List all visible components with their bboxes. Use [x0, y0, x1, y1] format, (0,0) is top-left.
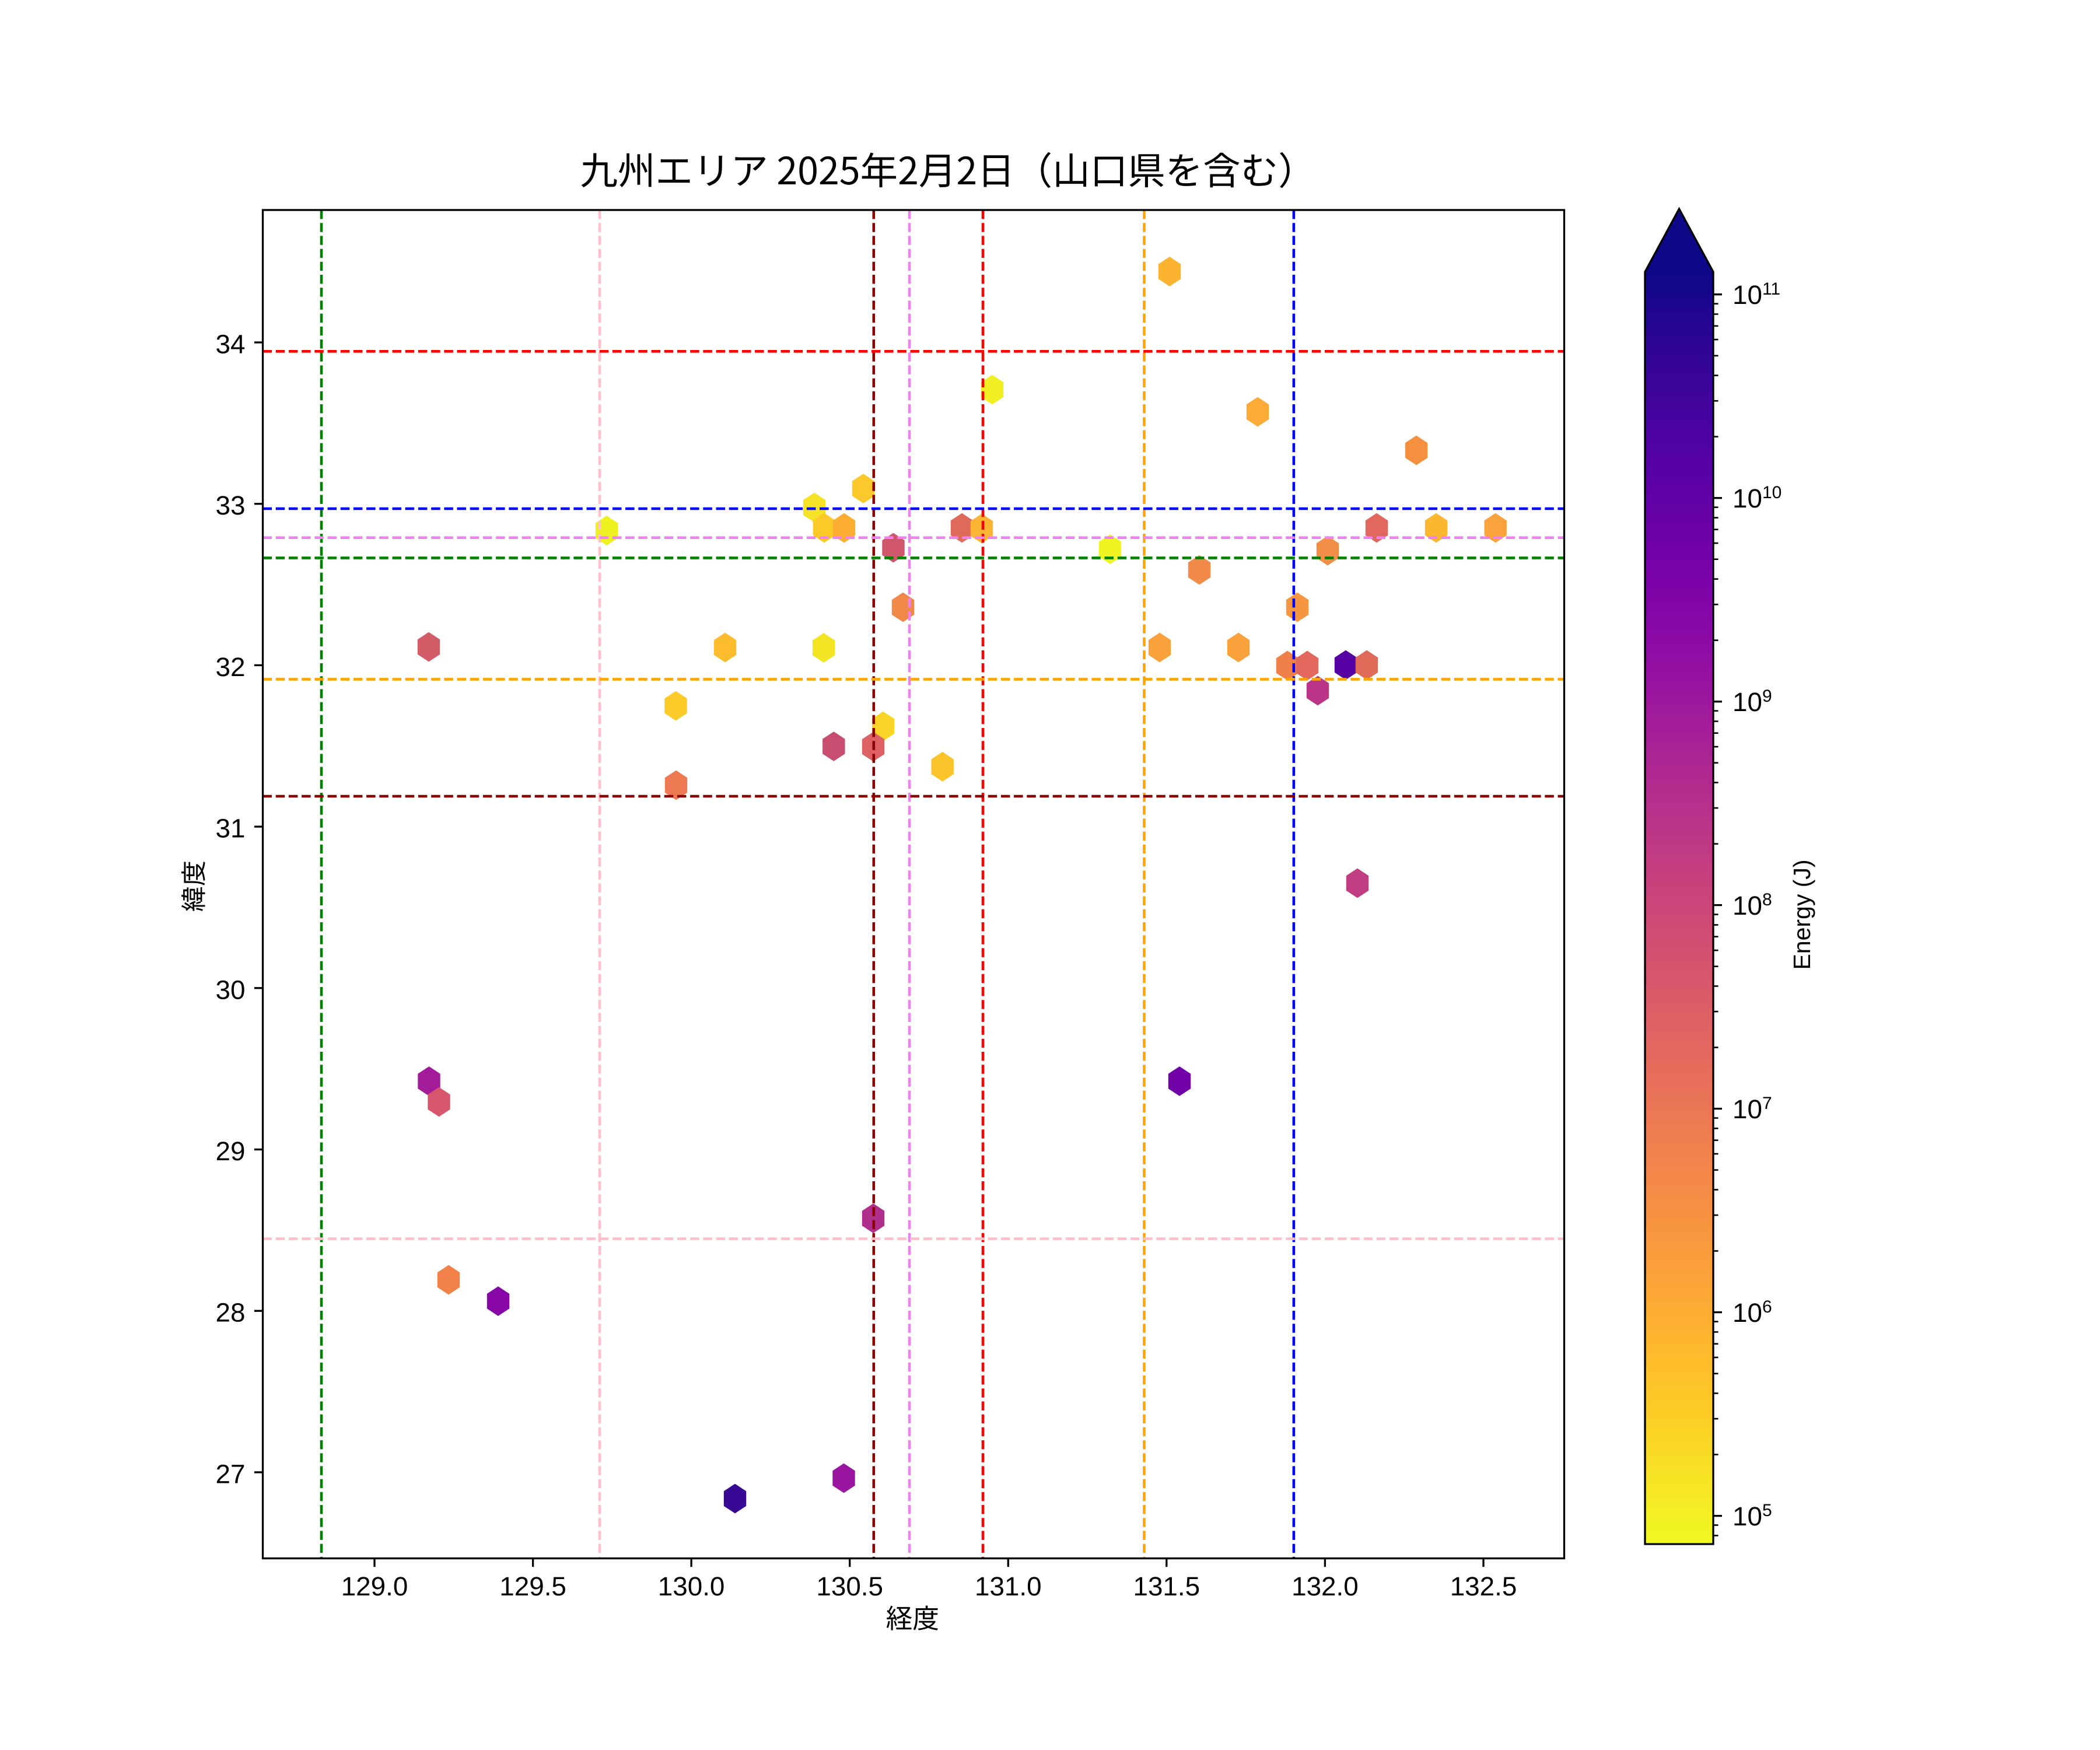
svg-text:33: 33	[216, 491, 246, 520]
svg-text:131.5: 131.5	[1133, 1572, 1200, 1601]
svg-text:131.0: 131.0	[975, 1572, 1042, 1601]
svg-text:129.0: 129.0	[341, 1572, 408, 1601]
svg-text:106: 106	[1732, 1297, 1772, 1328]
svg-text:29: 29	[216, 1136, 246, 1166]
svg-text:132.5: 132.5	[1450, 1572, 1517, 1601]
svg-text:Energy (J): Energy (J)	[1788, 859, 1815, 970]
svg-text:31: 31	[216, 814, 246, 844]
svg-text:32: 32	[216, 652, 246, 682]
svg-text:132.0: 132.0	[1292, 1572, 1359, 1601]
svg-text:130.0: 130.0	[658, 1572, 725, 1601]
svg-text:28: 28	[216, 1298, 246, 1328]
svg-text:130.5: 130.5	[816, 1572, 883, 1601]
svg-text:1010: 1010	[1732, 483, 1782, 513]
svg-text:30: 30	[216, 975, 246, 1005]
svg-text:34: 34	[216, 330, 246, 359]
svg-text:27: 27	[216, 1459, 246, 1489]
svg-text:129.5: 129.5	[499, 1572, 566, 1601]
